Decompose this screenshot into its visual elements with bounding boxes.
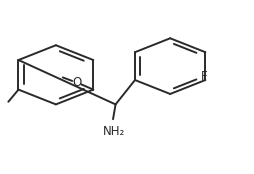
Text: NH₂: NH₂: [103, 125, 125, 138]
Text: F: F: [201, 70, 208, 83]
Text: O: O: [72, 76, 81, 89]
